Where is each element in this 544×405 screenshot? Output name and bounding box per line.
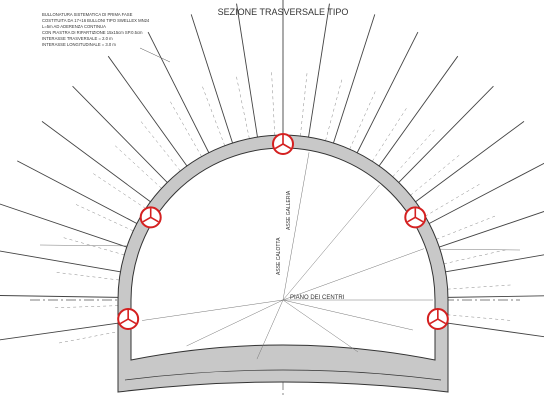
note-line: BULLONATURA SISTEMATICA DI PRIMA FASE [42,12,133,17]
invert-line [124,369,442,381]
axis-label: ASSE GALLERIA [286,190,292,230]
bolt-dash [169,99,202,157]
bolt-dash [436,215,497,240]
bolt-dash [425,183,482,217]
centers-label: PIANO DEI CENTRI [290,295,345,301]
bolt [17,160,138,224]
marker-spoke [274,143,284,150]
note-line: L=5m AD ADERENZA CONTINUA [42,24,106,29]
bolt-dash [113,144,162,189]
title: SEZIONE TRASVERSALE TIPO [218,7,349,17]
bolt-dash [201,84,225,146]
bolt [445,254,544,273]
bolt-dash [349,89,377,150]
bolt [0,322,120,341]
bolt [446,322,544,338]
bolt-dash [61,236,125,256]
radial-line [142,299,284,321]
bolt [0,203,127,248]
bolt [378,55,459,167]
note-block: BULLONATURA SISTEMATICA DI PRIMA FASE CO… [42,12,150,47]
radial-line [256,299,284,360]
note-line: INTERASSE TRASVERSALE = 2.0 m [42,36,113,41]
bolt [0,295,119,298]
bolt-dash [54,271,120,281]
radial-line [282,299,359,353]
bolt [0,250,121,273]
inner-construction [142,152,433,360]
bolt [72,85,168,183]
radial-line [282,184,380,301]
bolt-dash [74,203,134,232]
radial-line [282,152,310,301]
bolt [333,14,376,144]
bolt [398,85,494,183]
bolt-dash [372,106,408,162]
support-markers [117,133,449,331]
bolt-dash [57,330,122,344]
marker-spoke [437,318,447,325]
marker-spoke [414,216,424,223]
marker-spoke [282,143,292,150]
inner-profile [130,147,436,361]
note-line: CON PIASTRA DI RIPARTIZIONE 15x15cm SP.0… [42,30,143,35]
bolt [308,3,330,138]
leader [139,47,171,63]
bolt [190,14,233,144]
bolt [107,55,188,167]
bolt-dash [392,128,437,177]
note-line: INTERASSE LONGITUDINALE = 3.0 m [42,42,116,47]
bolt-dash [300,71,308,136]
bolt-dash [325,77,343,141]
bolt [439,211,544,248]
bolt [415,121,525,203]
marker-spoke [407,216,416,223]
note-line: COSTITUITA DA 17+16 BULLONI TIPO SWELLEX… [42,18,150,23]
marker-spoke [150,216,159,223]
marker-spoke [127,318,137,325]
bolt [236,3,258,138]
marker-spoke [142,216,152,223]
rock-bolts [0,0,544,344]
bolt-dash [410,153,461,196]
bolt-dash [91,172,146,209]
bolt-dash [53,305,119,309]
bolt-dash [271,70,276,136]
marker-spoke [119,318,129,325]
bolt [428,162,544,224]
bolt-dash [447,314,513,321]
bolt-dash [443,249,508,265]
radial-line [282,299,413,331]
crown-label: ASSE CALOTTA [276,237,282,275]
bolt-dash [235,74,250,139]
radial-line [186,299,284,347]
bolt [447,295,544,298]
bolt-dash [447,284,513,290]
bolt [41,121,151,203]
bolt [147,31,210,153]
marker-spoke [429,318,439,325]
radial-line [282,248,425,301]
bolt [356,31,419,153]
bolt-dash [139,119,181,172]
